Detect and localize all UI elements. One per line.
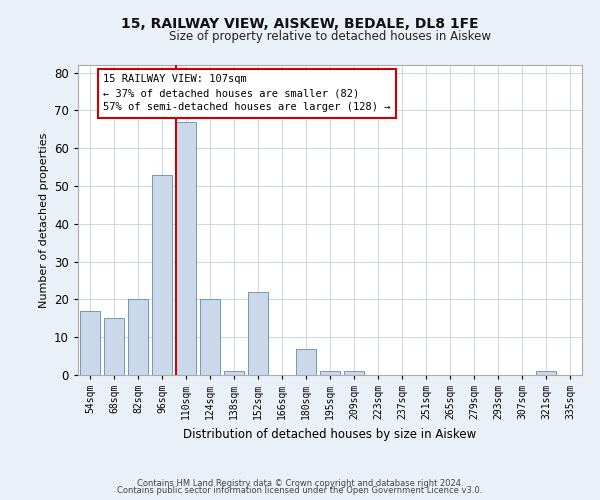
Title: Size of property relative to detached houses in Aiskew: Size of property relative to detached ho…	[169, 30, 491, 43]
Text: 15, RAILWAY VIEW, AISKEW, BEDALE, DL8 1FE: 15, RAILWAY VIEW, AISKEW, BEDALE, DL8 1F…	[121, 18, 479, 32]
Text: Contains HM Land Registry data © Crown copyright and database right 2024.: Contains HM Land Registry data © Crown c…	[137, 478, 463, 488]
X-axis label: Distribution of detached houses by size in Aiskew: Distribution of detached houses by size …	[184, 428, 476, 440]
Bar	[224, 371, 244, 375]
Bar	[80, 310, 100, 375]
Bar	[536, 371, 556, 375]
Text: 15 RAILWAY VIEW: 107sqm
← 37% of detached houses are smaller (82)
57% of semi-de: 15 RAILWAY VIEW: 107sqm ← 37% of detache…	[103, 74, 391, 112]
Y-axis label: Number of detached properties: Number of detached properties	[38, 132, 49, 308]
Bar	[344, 371, 364, 375]
Bar	[296, 348, 316, 375]
Bar	[128, 300, 148, 375]
Bar	[248, 292, 268, 375]
Bar	[176, 122, 196, 375]
Bar	[152, 174, 172, 375]
Bar	[104, 318, 124, 375]
Bar	[320, 371, 340, 375]
Bar	[200, 300, 220, 375]
Text: Contains public sector information licensed under the Open Government Licence v3: Contains public sector information licen…	[118, 486, 482, 495]
